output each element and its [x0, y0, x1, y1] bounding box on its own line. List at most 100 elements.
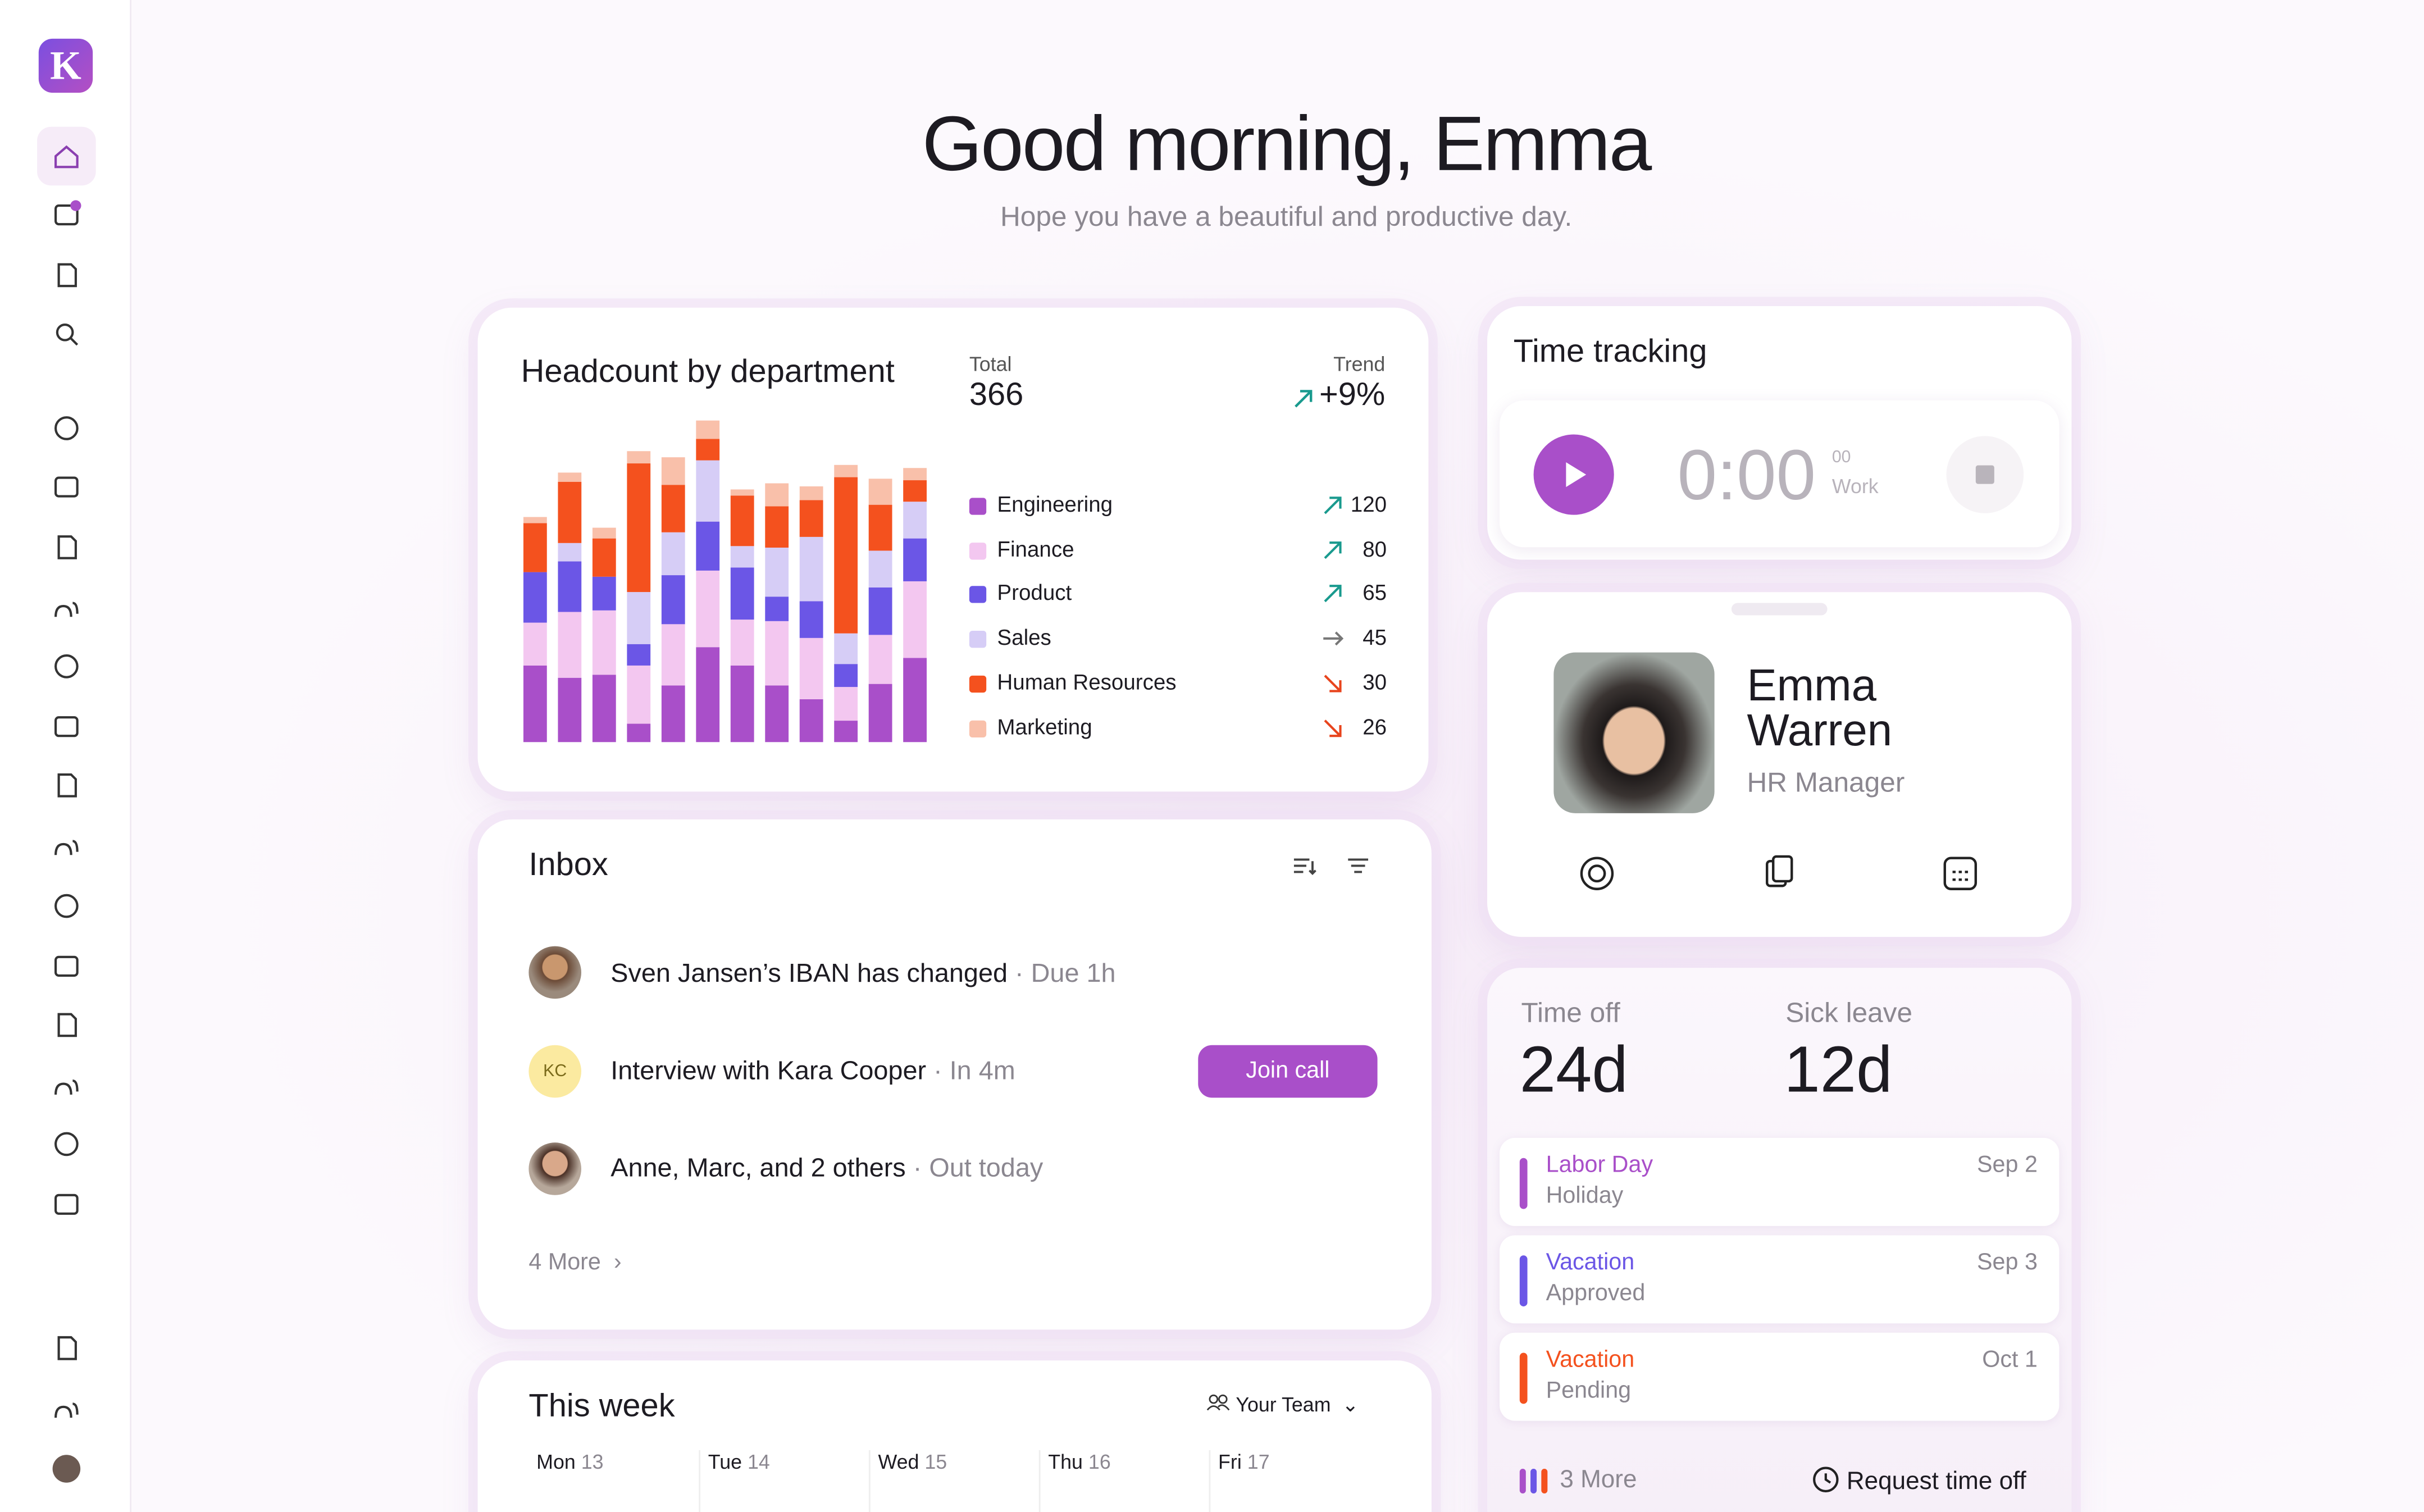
icon-shape: [54, 1132, 79, 1156]
icon-shape: [54, 1194, 79, 1215]
nav-icon[interactable]: [54, 654, 79, 678]
team-icon: [1206, 1394, 1230, 1411]
nav-icon[interactable]: [54, 894, 79, 918]
avatar: [528, 1142, 581, 1195]
day-date: 17: [1247, 1450, 1270, 1474]
bar-segment: [868, 550, 892, 588]
inbox-more[interactable]: 4 More ›: [528, 1249, 622, 1276]
inbox-tools[interactable]: [1291, 853, 1383, 881]
legend-row: Human Resources 30: [969, 669, 1387, 703]
nav-icon[interactable]: [54, 716, 79, 737]
trend-icon: [1324, 674, 1342, 692]
nav-icon[interactable]: [54, 1402, 79, 1418]
icon-shape: [54, 145, 79, 168]
event-color: [1519, 1255, 1528, 1306]
user-avatar[interactable]: [52, 1455, 81, 1483]
legend-swatch: [969, 498, 987, 515]
icon-shape: [54, 204, 79, 226]
nav-icon[interactable]: [56, 323, 79, 346]
nav-icon[interactable]: [57, 263, 77, 288]
icon-shape: [54, 894, 79, 918]
nav-icon[interactable]: [54, 840, 79, 855]
nav-icon[interactable]: [54, 955, 79, 977]
inbox-item[interactable]: Interview with Kara Cooper · In 4m: [610, 1056, 1015, 1087]
stop-button[interactable]: [1945, 434, 2025, 514]
legend-name: Human Resources: [997, 669, 1177, 694]
nav-icon[interactable]: [54, 1080, 79, 1095]
avatar: [528, 946, 581, 999]
event-row[interactable]: Vacation Pending Oct 1: [1500, 1332, 2060, 1421]
bar-segment: [627, 665, 651, 724]
event-date: Sep 3: [1977, 1249, 2038, 1276]
bar-segment: [868, 587, 892, 635]
bar-segment: [592, 610, 616, 675]
trend-arrow: [1324, 541, 1342, 559]
week-card: [477, 1360, 1432, 1512]
nav-icon[interactable]: [57, 1336, 77, 1360]
event-date: Oct 1: [1982, 1346, 2038, 1373]
legend-value: 80: [1363, 536, 1387, 561]
time-off-value: 24d: [1519, 1032, 1628, 1106]
notification-dot: [70, 200, 81, 211]
first-name: Emma: [1747, 662, 1877, 712]
nav-icon[interactable]: [54, 145, 79, 168]
profile-actions[interactable]: [1577, 853, 1994, 894]
inbox-item[interactable]: Sven Jansen’s IBAN has changed · Due 1h: [610, 959, 1115, 990]
icon-shape: [54, 602, 79, 617]
request-time-off[interactable]: Request time off: [1812, 1465, 2026, 1496]
nav-icon[interactable]: [57, 535, 77, 559]
week-days: Mon 13 Tue 14 Wed 15 Thu 16 Fri 17: [528, 1450, 1394, 1512]
profile-notch: [1731, 603, 1828, 616]
trend-icon: [1324, 497, 1342, 514]
balances-more[interactable]: 3 More: [1560, 1467, 1637, 1494]
team-select[interactable]: Your Team ⌄: [1206, 1393, 1359, 1418]
item-meta: · Due 1h: [1015, 958, 1116, 988]
legend-row: Sales 45: [969, 625, 1387, 659]
nav-icon[interactable]: [57, 773, 77, 798]
nav-icon[interactable]: [54, 476, 79, 498]
event-status: Approved: [1546, 1280, 1646, 1306]
nav-icon[interactable]: [54, 1132, 79, 1156]
trend-arrow: [1324, 585, 1342, 603]
trend-icon: [1323, 631, 1344, 646]
trend-icon: [1324, 585, 1342, 603]
nav-icon[interactable]: [57, 1013, 77, 1037]
bar-segment: [696, 460, 720, 522]
item-meta: · Out today: [913, 1153, 1044, 1183]
bar-segment: [834, 721, 858, 743]
team-label: Your Team: [1236, 1393, 1331, 1417]
bar-segment: [903, 502, 927, 539]
nav-icon[interactable]: [54, 416, 79, 440]
event-row[interactable]: Labor Day Holiday Sep 2: [1500, 1137, 2060, 1226]
bar-segment: [765, 685, 789, 743]
bar-segment: [696, 570, 720, 648]
nav-icon[interactable]: [54, 204, 79, 226]
legend-row: Marketing 26: [969, 713, 1387, 748]
icon-shape: [54, 416, 79, 440]
timer-label: Work: [1831, 475, 1879, 498]
play-button[interactable]: [1532, 433, 1616, 517]
trend-arrow: [1324, 674, 1342, 692]
bar-segment: [903, 538, 927, 581]
join-call-button[interactable]: Join call: [1198, 1045, 1378, 1098]
bar-segment: [627, 451, 651, 464]
nav-icon[interactable]: [54, 1194, 79, 1215]
bar-segment: [627, 592, 651, 644]
icon-shape: [54, 716, 79, 737]
trend: +9%: [1319, 377, 1386, 413]
sick-label: Sick leave: [1785, 997, 1913, 1028]
legend-row: Product 65: [969, 580, 1387, 614]
bar-segment: [868, 504, 892, 551]
event-row[interactable]: Vacation Approved Sep 3: [1500, 1235, 2060, 1324]
item-text: Sven Jansen’s IBAN has changed: [610, 958, 1008, 988]
logo[interactable]: K: [38, 38, 93, 93]
bar-segment: [661, 457, 685, 485]
legend-row: Engineering 120: [969, 491, 1387, 526]
inbox-item[interactable]: Anne, Marc, and 2 others · Out today: [610, 1153, 1043, 1184]
sick-value: 12d: [1784, 1032, 1893, 1106]
more-text: 4 More: [528, 1249, 601, 1276]
legend-name: Marketing: [997, 713, 1092, 739]
trend-label: Trend: [1333, 352, 1386, 376]
nav-icon[interactable]: [54, 602, 79, 617]
day-date: 13: [581, 1450, 604, 1474]
